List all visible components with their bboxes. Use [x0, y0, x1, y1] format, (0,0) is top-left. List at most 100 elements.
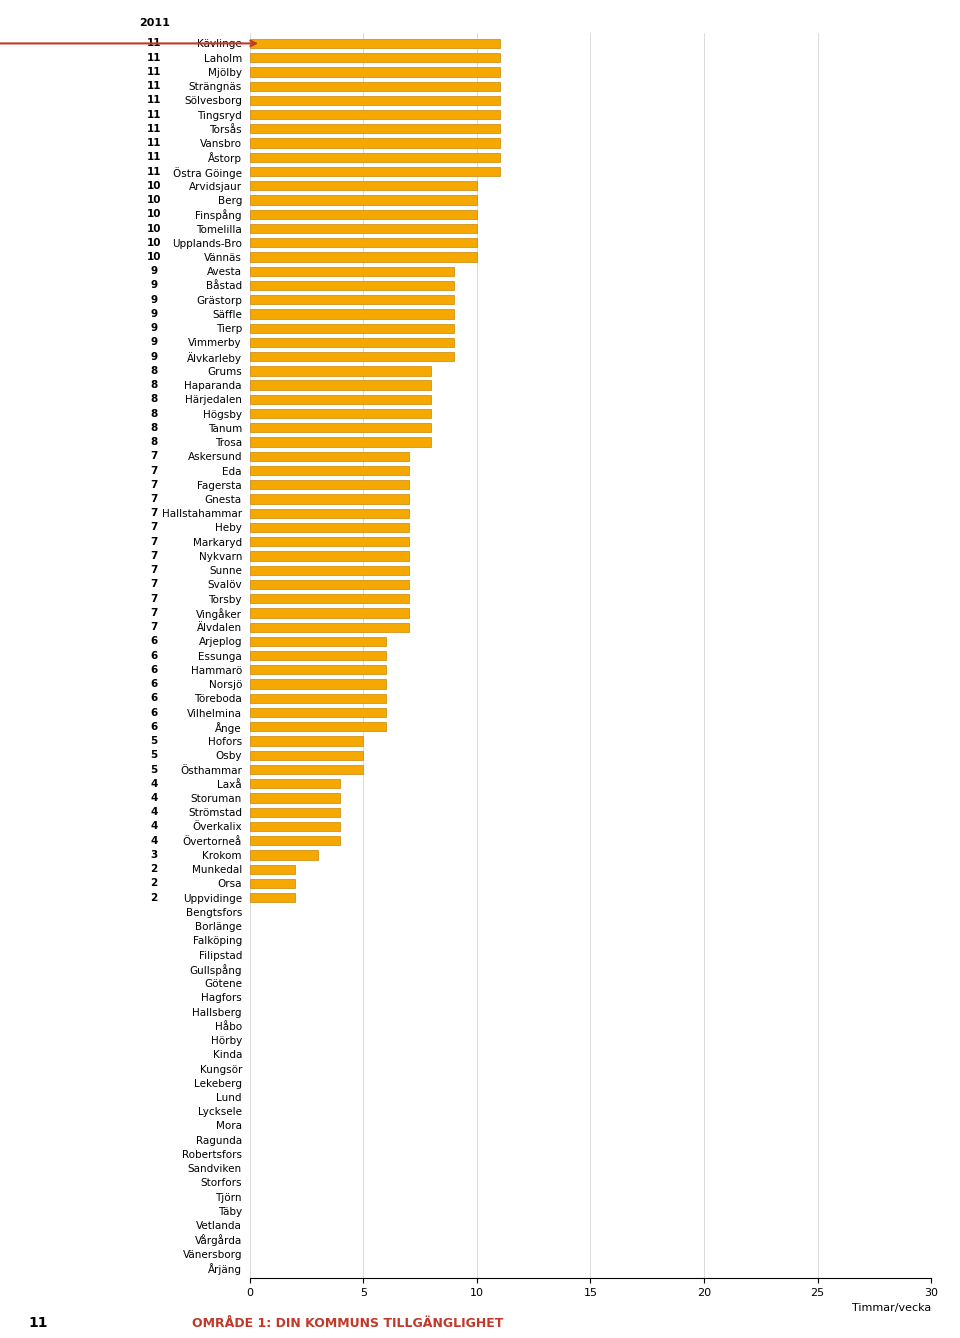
Bar [250, 494, 409, 503]
Text: 11: 11 [147, 95, 161, 106]
Bar [250, 39, 499, 48]
Text: 11: 11 [147, 82, 161, 91]
Text: 10: 10 [147, 223, 161, 234]
Text: OMRÅDE 1: DIN KOMMUNS TILLGÄNGLIGHET: OMRÅDE 1: DIN KOMMUNS TILLGÄNGLIGHET [192, 1318, 503, 1330]
Text: 7: 7 [151, 594, 157, 603]
Text: 9: 9 [151, 309, 157, 318]
Bar [250, 223, 477, 233]
Text: 7: 7 [151, 551, 157, 561]
Text: 6: 6 [151, 650, 157, 661]
Bar [250, 82, 499, 91]
Text: 7: 7 [151, 579, 157, 590]
Bar [250, 380, 431, 389]
Bar [250, 96, 499, 104]
Bar [250, 879, 295, 888]
Bar [250, 352, 454, 361]
Bar [250, 566, 409, 575]
Bar [250, 779, 341, 788]
Bar [250, 124, 499, 134]
Bar [250, 579, 409, 589]
Text: 8: 8 [151, 380, 157, 391]
Bar [250, 110, 499, 119]
Text: 9: 9 [151, 352, 157, 361]
Bar [250, 138, 499, 147]
Text: 9: 9 [151, 324, 157, 333]
Text: 8: 8 [151, 365, 157, 376]
Text: 11: 11 [147, 52, 161, 63]
Bar [250, 438, 431, 447]
Text: 11: 11 [147, 153, 161, 162]
Bar [250, 266, 454, 276]
Text: 10: 10 [147, 238, 161, 248]
Text: 6: 6 [151, 637, 157, 646]
Bar [250, 765, 363, 775]
Text: 9: 9 [151, 281, 157, 290]
Text: 2: 2 [151, 892, 157, 903]
Text: 4: 4 [151, 793, 157, 803]
Bar [250, 736, 363, 745]
Text: 4: 4 [151, 779, 157, 789]
Bar [250, 452, 409, 460]
Bar [250, 324, 454, 333]
Text: 7: 7 [151, 607, 157, 618]
Text: 9: 9 [151, 337, 157, 348]
Bar [250, 551, 409, 561]
Bar [250, 808, 341, 818]
Bar [250, 693, 386, 702]
X-axis label: Timmar/vecka: Timmar/vecka [852, 1303, 931, 1313]
Bar [250, 680, 386, 689]
Bar [250, 537, 409, 546]
Text: 8: 8 [151, 423, 157, 432]
Bar [250, 594, 409, 603]
Bar [250, 609, 409, 618]
Bar [250, 523, 409, 533]
Text: 6: 6 [151, 721, 157, 732]
Text: 5: 5 [151, 764, 157, 775]
Bar [250, 253, 477, 262]
Text: 10: 10 [147, 181, 161, 191]
Bar [250, 652, 386, 660]
Bar [250, 836, 341, 846]
Bar [250, 622, 409, 632]
Text: 2: 2 [151, 879, 157, 888]
Bar [250, 892, 295, 902]
Text: 4: 4 [151, 822, 157, 831]
Text: 11: 11 [147, 166, 161, 177]
Bar [250, 337, 454, 347]
Text: 4: 4 [151, 807, 157, 818]
Text: 7: 7 [151, 480, 157, 490]
Bar [250, 480, 409, 490]
Text: 7: 7 [151, 622, 157, 632]
Text: 6: 6 [151, 680, 157, 689]
Text: 7: 7 [151, 508, 157, 518]
Bar [250, 238, 477, 248]
Bar [250, 296, 454, 304]
Text: 11: 11 [147, 138, 161, 149]
Text: 10: 10 [147, 195, 161, 205]
Text: 11: 11 [147, 67, 161, 76]
Text: 6: 6 [151, 693, 157, 704]
Text: 7: 7 [151, 466, 157, 475]
Text: 8: 8 [151, 408, 157, 419]
Text: 8: 8 [151, 438, 157, 447]
Text: 11: 11 [147, 110, 161, 119]
Bar [250, 367, 431, 376]
Text: 9: 9 [151, 266, 157, 276]
Text: 7: 7 [151, 451, 157, 462]
Bar [250, 210, 477, 219]
Text: 10: 10 [147, 252, 161, 262]
Bar [250, 181, 477, 190]
Text: 6: 6 [151, 708, 157, 717]
Text: 7: 7 [151, 565, 157, 575]
Bar [250, 195, 477, 205]
Bar [250, 409, 431, 419]
Text: 7: 7 [151, 522, 157, 533]
Bar [250, 708, 386, 717]
Bar [250, 466, 409, 475]
Bar [250, 423, 431, 432]
Bar [250, 153, 499, 162]
Text: 2011: 2011 [139, 17, 170, 28]
Bar [250, 822, 341, 831]
Text: 5: 5 [151, 751, 157, 760]
Text: 7: 7 [151, 537, 157, 547]
